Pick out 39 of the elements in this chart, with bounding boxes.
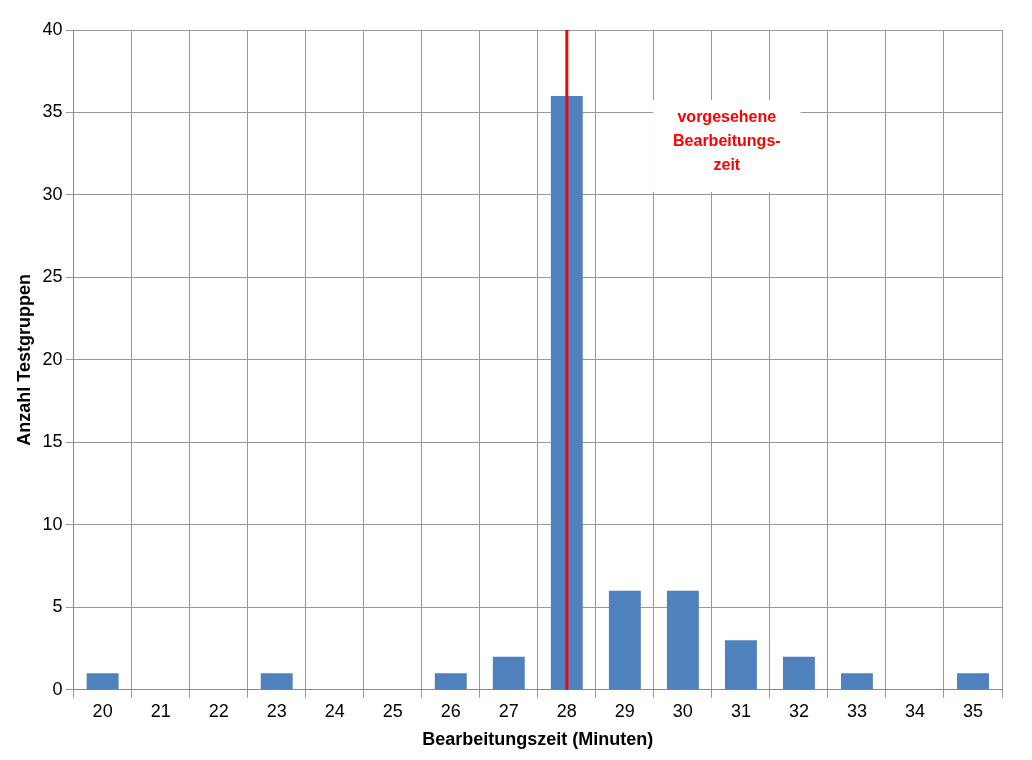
bar [86,673,119,690]
bar [666,590,699,690]
x-tick-label: 34 [904,700,925,721]
bar [260,673,293,690]
y-tick-label: 15 [42,431,63,452]
x-tick-label: 28 [556,700,577,721]
x-tick-label: 35 [962,700,983,721]
x-tick-label: 22 [208,700,229,721]
y-tick-label: 10 [42,513,63,534]
x-axis-title: Bearbeitungszeit (Minuten) [422,729,654,750]
bar [550,95,583,690]
x-tick-label: 32 [788,700,809,721]
ref-line-label: vorgesehene Bearbeitungs- zeit [673,108,781,174]
bar [492,656,525,690]
bar [782,656,815,690]
x-tick-label: 23 [266,700,287,721]
bar [840,673,873,690]
x-tick-label: 25 [382,700,403,721]
x-tick-label: 33 [846,700,867,721]
bar [724,640,757,690]
y-tick-label: 40 [42,18,63,39]
x-tick-label: 31 [730,700,751,721]
y-tick-label: 5 [52,596,63,617]
bar [957,673,989,690]
x-tick-label: 24 [324,700,345,721]
x-tick-label: 27 [498,700,519,721]
x-tick-label: 26 [440,700,461,721]
bar [608,590,641,690]
bar [434,673,467,690]
y-tick-label: 0 [52,678,63,699]
y-tick-label: 25 [42,266,63,287]
x-tick-label: 21 [150,700,171,721]
x-tick-label: 30 [672,700,693,721]
x-tick-label: 29 [614,700,635,721]
y-tick-label: 35 [42,101,63,122]
y-tick-label: 30 [42,183,63,204]
y-axis-title: Anzahl Testgruppen [13,274,34,446]
x-tick-label: 20 [92,700,113,721]
y-tick-label: 20 [42,348,63,369]
